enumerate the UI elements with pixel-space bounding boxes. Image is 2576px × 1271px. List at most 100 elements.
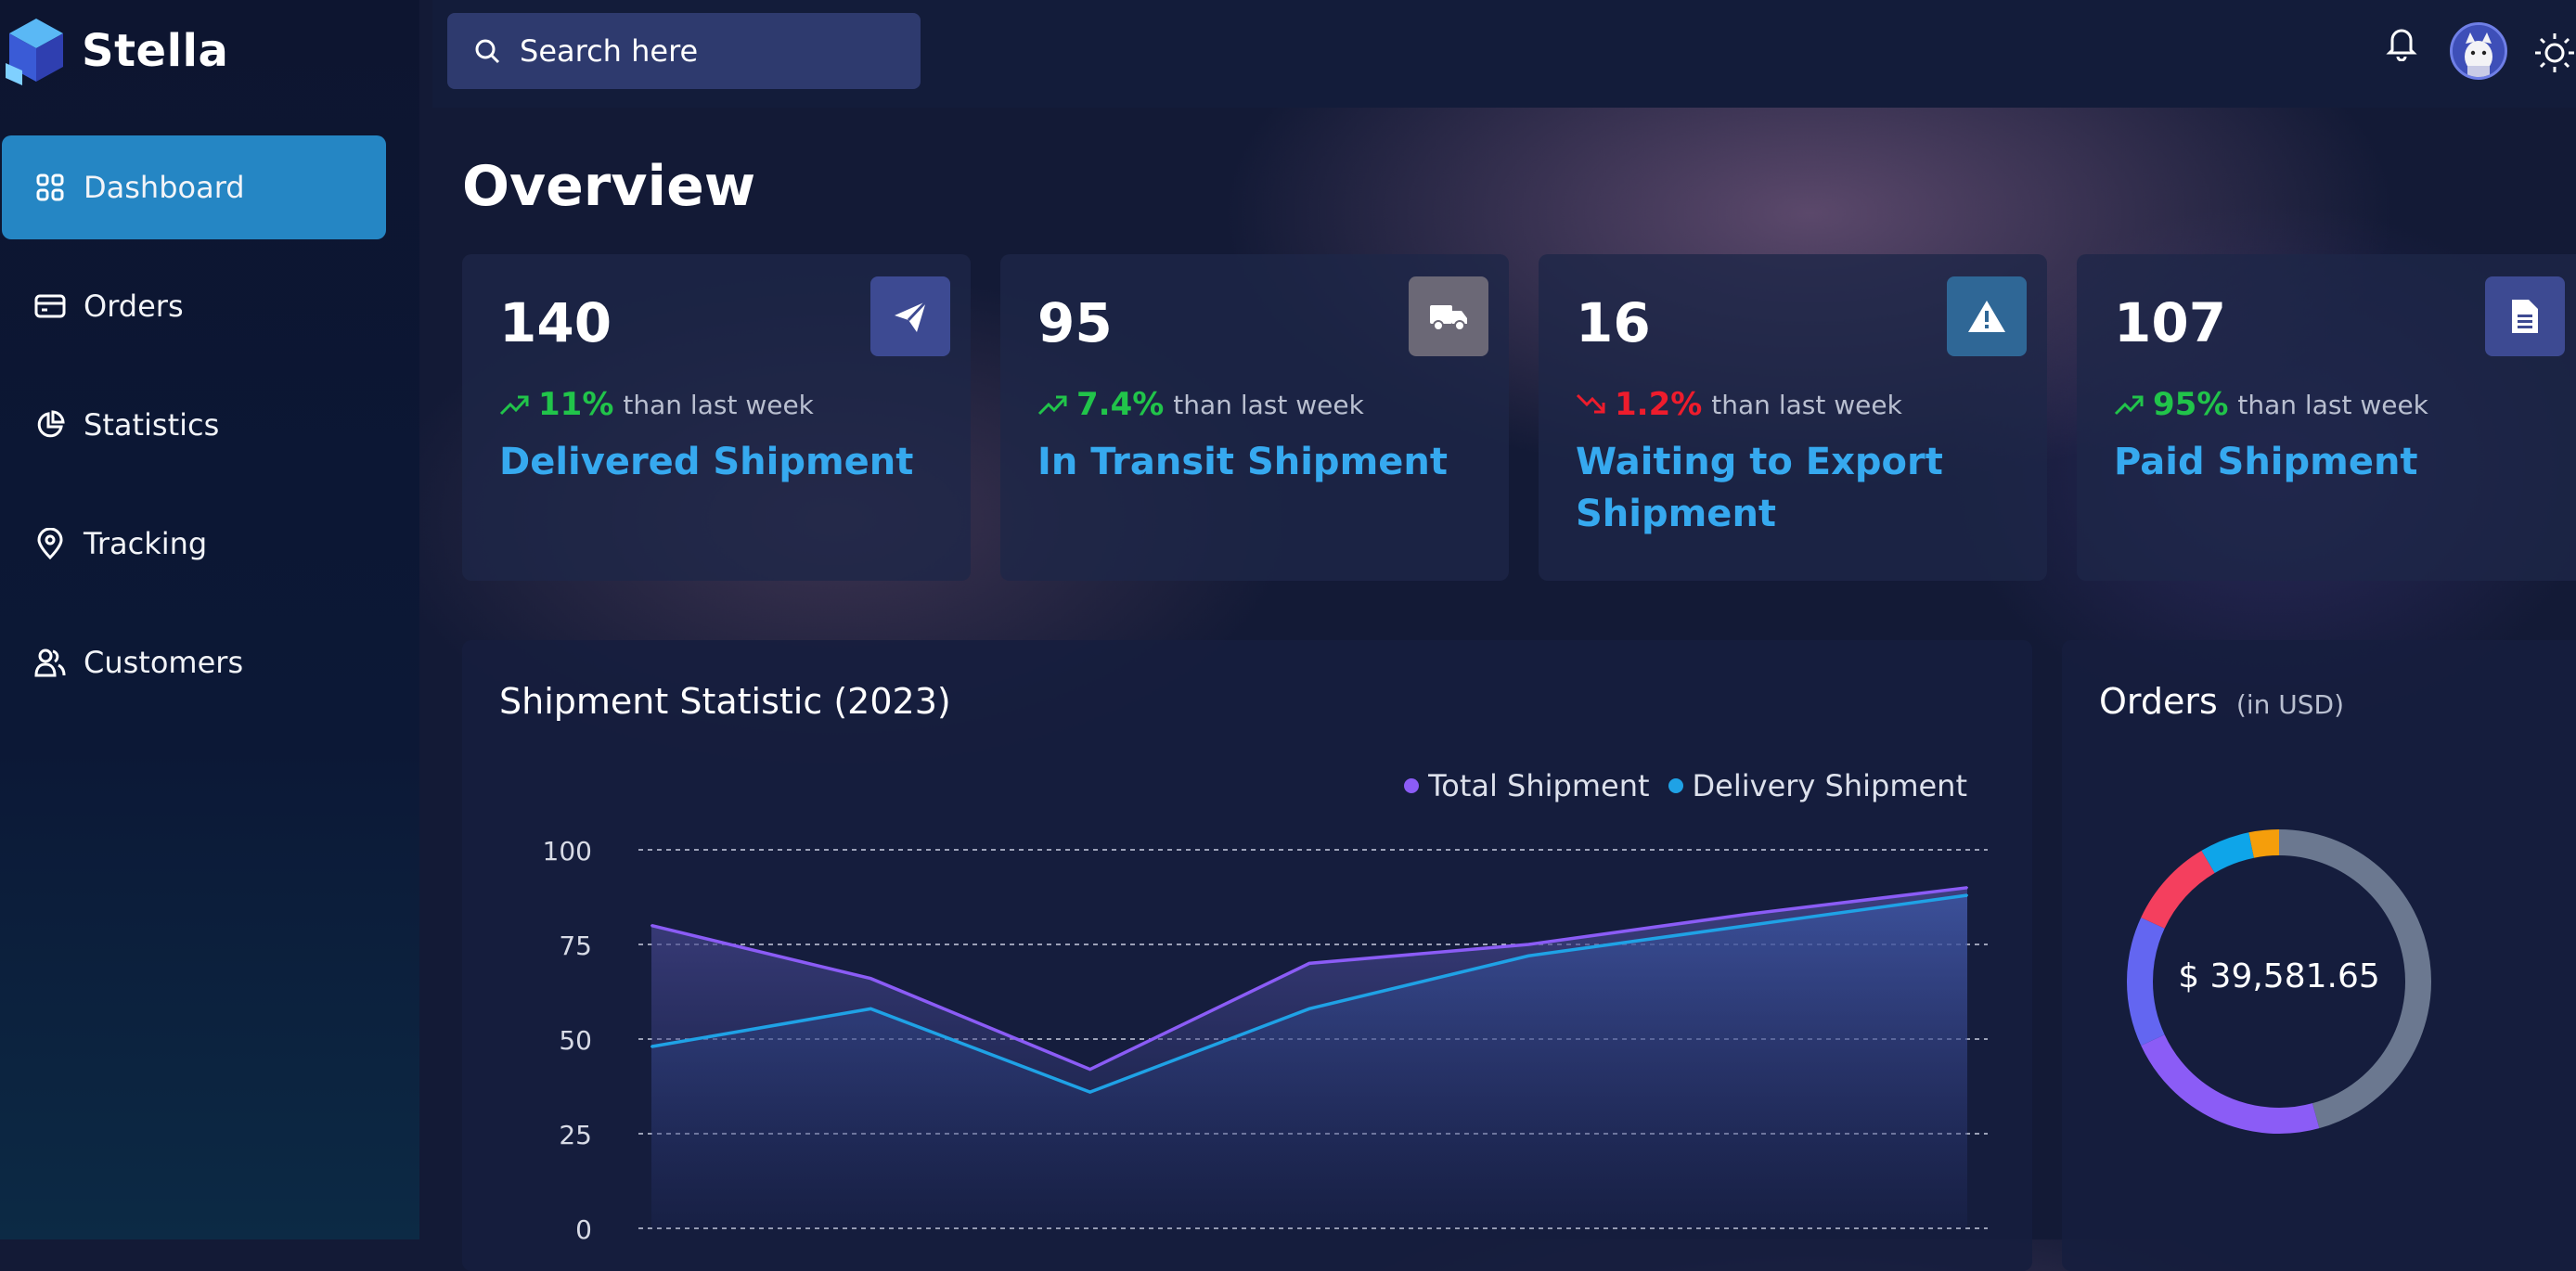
sidebar-item-orders[interactable]: Orders <box>2 254 386 358</box>
sidebar-item-statistics[interactable]: Statistics <box>2 373 386 477</box>
trend-up-icon <box>499 395 529 416</box>
shipment-chart: 100 75 50 25 0 <box>543 836 1988 1239</box>
legend-item-delivery[interactable]: Delivery Shipment <box>1668 768 1967 803</box>
data-point[interactable] <box>1746 913 1749 916</box>
shipment-statistic-panel: Shipment Statistic (2023) Total Shipment… <box>462 640 2032 1271</box>
users-icon <box>33 646 67 679</box>
legend-dot <box>1668 778 1683 793</box>
top-bar: Search here <box>432 0 2576 108</box>
chart-legend: Total Shipment Delivery Shipment <box>1385 768 1967 803</box>
search-box[interactable]: Search here <box>447 13 921 89</box>
trend-row: 1.2% than last week <box>1576 386 1902 423</box>
stat-label: Paid Shipment <box>2114 441 2418 483</box>
trend-percent: 11% <box>538 386 614 423</box>
sidebar-item-customers[interactable]: Customers <box>2 610 386 714</box>
orders-subtitle: (in USD) <box>2235 689 2344 720</box>
trend-caption: than last week <box>2237 389 2428 420</box>
y-tick-label: 25 <box>559 1120 592 1150</box>
stat-label: Delivered Shipment <box>499 441 914 483</box>
send-icon <box>870 276 950 356</box>
data-point[interactable] <box>650 924 652 927</box>
donut-slice[interactable] <box>2127 917 2165 1046</box>
data-point[interactable] <box>1088 1068 1091 1071</box>
orders-title: Orders <box>2099 681 2218 722</box>
data-point[interactable] <box>1527 944 1530 945</box>
grid-icon <box>33 171 67 204</box>
sidebar: Stella Dashboard Orders Statistics <box>0 0 419 1239</box>
warning-icon <box>1947 276 2027 356</box>
data-point[interactable] <box>1966 886 1968 889</box>
truck-icon <box>1409 276 1488 356</box>
stat-label: Waiting to Export Shipment <box>1576 441 1943 535</box>
stat-card-delivered[interactable]: 140 11% than last week Delivered Shipmen… <box>462 254 971 581</box>
data-point[interactable] <box>869 1008 872 1010</box>
data-point[interactable] <box>1308 1008 1310 1010</box>
trend-percent: 7.4% <box>1076 386 1165 423</box>
data-point[interactable] <box>869 977 872 980</box>
stat-value: 140 <box>499 291 612 354</box>
trend-caption: than last week <box>1173 389 1364 420</box>
sun-icon[interactable] <box>2533 32 2576 78</box>
orders-panel: Orders (in USD) $ 39,581.65 <box>2062 640 2576 1271</box>
trend-caption: than last week <box>1711 389 1902 420</box>
stat-card-paid[interactable]: 107 95% than last week Paid Shipment <box>2077 254 2576 581</box>
data-point[interactable] <box>1966 893 1968 896</box>
sidebar-item-dashboard[interactable]: Dashboard <box>2 135 386 239</box>
donut-slice[interactable] <box>2141 1034 2320 1134</box>
trend-percent: 1.2% <box>1615 386 1703 423</box>
data-point[interactable] <box>1746 924 1749 927</box>
trend-row: 7.4% than last week <box>1037 386 1364 423</box>
stat-value: 16 <box>1576 291 1651 354</box>
trend-caption: than last week <box>623 389 814 420</box>
y-tick-label: 100 <box>543 836 592 867</box>
orders-total: $ 39,581.65 <box>2178 957 2380 995</box>
logo[interactable]: Stella <box>6 17 228 85</box>
area-delivery <box>651 894 1967 1228</box>
search-input[interactable]: Search here <box>520 33 699 69</box>
legend-label: Total Shipment <box>1428 768 1650 803</box>
stat-card-in-transit[interactable]: 95 7.4% than last week In Transit Shipme… <box>1000 254 1509 581</box>
cube-logo-icon <box>6 19 63 85</box>
stat-card-waiting-export[interactable]: 16 1.2% than last week Waiting to Export… <box>1539 254 2047 581</box>
y-tick-label: 75 <box>559 931 592 961</box>
panel-title: Orders (in USD) <box>2099 681 2344 722</box>
y-tick-label: 0 <box>575 1214 592 1239</box>
donut-slice[interactable] <box>2141 850 2216 930</box>
trend-down-icon <box>1576 393 1605 414</box>
search-icon <box>473 37 501 65</box>
trend-up-icon <box>1037 395 1067 416</box>
sidebar-item-label: Customers <box>84 645 244 680</box>
page-title: Overview <box>462 154 756 219</box>
sidebar-item-label: Dashboard <box>84 170 245 205</box>
data-point[interactable] <box>1527 955 1530 957</box>
sidebar-item-tracking[interactable]: Tracking <box>2 492 386 596</box>
stat-value: 95 <box>1037 291 1113 354</box>
trend-up-icon <box>2114 395 2144 416</box>
sidebar-item-label: Orders <box>84 289 184 324</box>
legend-item-total[interactable]: Total Shipment <box>1404 768 1650 803</box>
bell-icon[interactable] <box>2385 24 2418 65</box>
sidebar-item-label: Statistics <box>84 407 220 443</box>
location-pin-icon <box>33 527 67 560</box>
trend-row: 95% than last week <box>2114 386 2428 423</box>
y-tick-label: 50 <box>559 1025 592 1056</box>
data-point[interactable] <box>1088 1091 1091 1094</box>
donut-slice[interactable] <box>2248 829 2280 858</box>
donut-slice[interactable] <box>2201 832 2255 874</box>
donut-slice[interactable] <box>2278 829 2431 1129</box>
sidebar-item-label: Tracking <box>84 526 208 561</box>
legend-label: Delivery Shipment <box>1692 768 1967 803</box>
card-icon <box>33 289 67 323</box>
stat-value: 107 <box>2114 291 2227 354</box>
data-point[interactable] <box>1308 962 1310 965</box>
trend-row: 11% than last week <box>499 386 814 423</box>
pie-icon <box>33 408 67 442</box>
trend-percent: 95% <box>2153 386 2229 423</box>
document-icon <box>2485 276 2565 356</box>
avatar[interactable] <box>2450 22 2507 80</box>
legend-dot <box>1404 778 1420 793</box>
app-name: Stella <box>82 25 229 77</box>
stat-label: In Transit Shipment <box>1037 441 1448 483</box>
orders-donut-chart <box>2127 829 2431 1134</box>
data-point[interactable] <box>650 1046 652 1048</box>
